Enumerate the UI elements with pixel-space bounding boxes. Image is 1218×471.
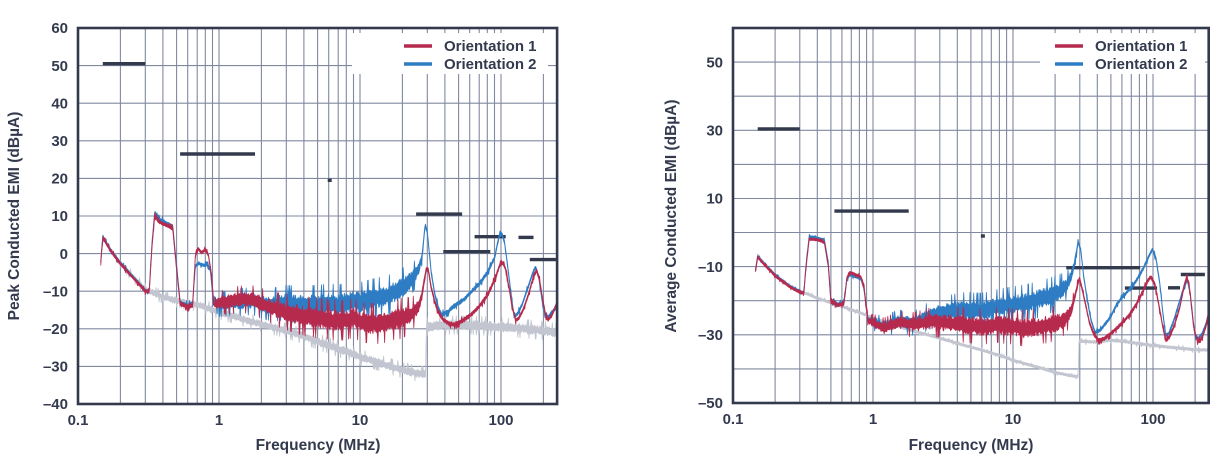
- y-tick-label: 40: [51, 95, 68, 112]
- y-tick-label: –40: [43, 396, 68, 413]
- legend-label-orientation-1: Orientation 1: [1095, 38, 1188, 55]
- legend: Orientation 1 Orientation 2: [1040, 33, 1205, 74]
- gridlines: [77, 27, 558, 405]
- plot-border: [731, 26, 1211, 405]
- y-tick-label: –10: [43, 283, 68, 300]
- y-tick-label: 30: [51, 133, 68, 150]
- x-tick-label: 0.1: [68, 412, 89, 429]
- legend: Orientation 1 Orientation 2: [352, 33, 548, 74]
- y-tick-label: 0: [60, 246, 68, 263]
- plot-border: [76, 26, 559, 406]
- x-tick-label: 100: [488, 412, 513, 429]
- y-tick-label: 10: [51, 208, 68, 225]
- y-tick-label: 30: [706, 123, 723, 140]
- legend-label-orientation-1: Orientation 1: [444, 38, 537, 55]
- x-axis-title: Frequency (MHz): [256, 437, 381, 454]
- x-tick-label: 100: [1140, 411, 1165, 428]
- x-tick-label: 10: [352, 412, 369, 429]
- y-tick-label: 10: [706, 191, 723, 208]
- y-tick-label: –10: [698, 259, 723, 276]
- y-tick-label: –50: [698, 395, 723, 412]
- y-tick-label: –20: [43, 321, 68, 338]
- x-tick-label: 10: [1005, 411, 1022, 428]
- y-tick-label: –30: [698, 327, 723, 344]
- x-tick-label: 1: [869, 411, 877, 428]
- x-axis-title: Frequency (MHz): [909, 437, 1034, 454]
- y-tick-label: 20: [51, 171, 68, 188]
- legend-background: [352, 33, 548, 74]
- y-tick-label: 50: [706, 54, 723, 71]
- y-tick-label: 60: [51, 20, 68, 37]
- x-tick-label: 1: [215, 412, 223, 429]
- average-plot-area: 50 30 10 –10 –30 –500.1 1 10 100: [698, 26, 1211, 428]
- average-emi-chart: 50 30 10 –10 –30 –500.1 1 10 100 Orientation 1 O…: [663, 26, 1211, 454]
- tick-labels: 50 30 10 –10 –30 –500.1 1 10 100: [698, 54, 1166, 428]
- emi-limit-lines: [757, 127, 1205, 290]
- emi-limit-lines: [102, 62, 557, 262]
- legend-label-orientation-2: Orientation 2: [444, 56, 537, 73]
- legend-background: [1040, 33, 1205, 74]
- y-axis-title: Average Conducted EMI (dBµA): [663, 99, 680, 332]
- legend-label-orientation-2: Orientation 2: [1095, 56, 1188, 73]
- y-axis-title: Peak Conducted EMI (dBµA): [6, 112, 23, 321]
- x-tick-label: 0.1: [723, 411, 744, 428]
- y-tick-label: –30: [43, 359, 68, 376]
- y-tick-label: 50: [51, 58, 68, 75]
